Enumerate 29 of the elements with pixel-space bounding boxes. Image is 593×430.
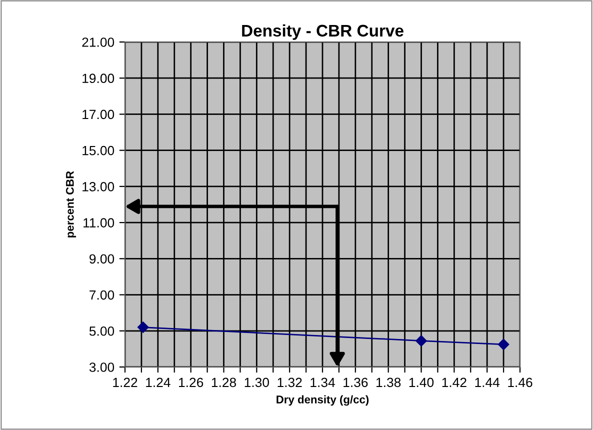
x-tick-label: 1.38 bbox=[376, 378, 401, 388]
x-tick-label: 1.34 bbox=[310, 378, 335, 388]
y-axis-title: percent CBR bbox=[66, 171, 76, 238]
x-tick-label: 1.24 bbox=[146, 378, 170, 387]
x-tick-label: 1.28 bbox=[212, 378, 236, 388]
x-tick-label: 1.46 bbox=[508, 378, 532, 388]
x-tick-label: 1.40 bbox=[409, 378, 434, 388]
y-tick-label: 5.00 bbox=[89, 326, 114, 336]
y-tick-label: 7.00 bbox=[90, 290, 114, 300]
y-tick-label: 9.00 bbox=[90, 254, 114, 264]
x-tick-label: 1.44 bbox=[475, 378, 500, 387]
x-tick-label: 1.36 bbox=[344, 378, 368, 388]
x-tick-label: 1.26 bbox=[179, 378, 204, 388]
y-tick-label: 21.00 bbox=[82, 38, 114, 47]
x-tick-label: 1.42 bbox=[442, 378, 466, 387]
y-tick-label: 11.00 bbox=[84, 218, 114, 228]
point bbox=[416, 335, 427, 346]
y-tick-label: 3.00 bbox=[89, 362, 114, 372]
y-tick-label: 13.00 bbox=[82, 182, 114, 192]
x-axis-title: Dry density (g/cc) bbox=[276, 395, 369, 406]
x-tick-label: 1.22 bbox=[113, 378, 138, 387]
y-tick-label: 15.00 bbox=[82, 146, 114, 156]
point bbox=[138, 322, 149, 333]
x-tick-label: 1.30 bbox=[244, 378, 269, 388]
y-tick-label: 17.00 bbox=[82, 110, 114, 120]
chart-title: Density - CBR Curve bbox=[242, 24, 404, 40]
point bbox=[498, 338, 510, 350]
y-tick-label: 19.00 bbox=[82, 74, 114, 84]
x-tick-label: 1.32 bbox=[278, 378, 302, 388]
